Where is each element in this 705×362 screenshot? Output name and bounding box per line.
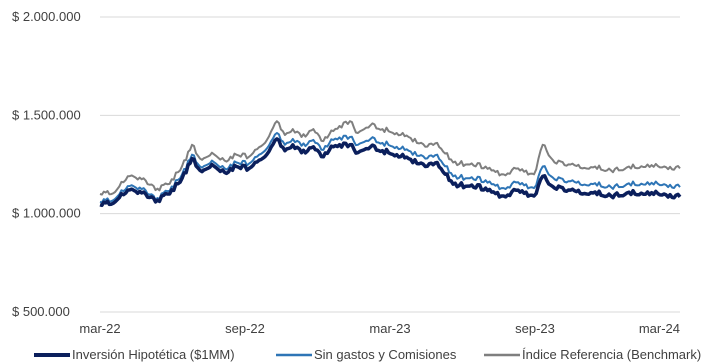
x-axis: mar-22 sep-22 mar-23 sep-23 mar-24	[79, 321, 680, 336]
series-lines	[99, 120, 682, 208]
y-tick-label: $ 1.500.000	[12, 107, 81, 122]
y-axis: $ 500.000 $ 1.000.000 $ 1.500.000 $ 2.000.0…	[12, 9, 81, 319]
gridlines	[100, 16, 680, 313]
y-tick-label: $ 2.000.000	[12, 9, 81, 24]
x-tick-label: mar-22	[79, 321, 120, 336]
x-tick-label: sep-22	[225, 321, 265, 336]
y-tick-label: $ 1.000.000	[12, 206, 81, 221]
legend-label: Índice Referencia (Benchmark)	[522, 347, 701, 362]
x-tick-label: sep-23	[515, 321, 555, 336]
y-tick-label: $ 500.000	[12, 304, 70, 319]
x-tick-label: mar-24	[639, 321, 680, 336]
legend-label: Sin gastos y Comisiones	[314, 347, 457, 362]
series-line-0	[99, 137, 682, 208]
series-line-2	[99, 120, 681, 196]
legend: Inversión Hipotética ($1MM) Sin gastos y …	[34, 347, 701, 362]
legend-label: Inversión Hipotética ($1MM)	[72, 347, 235, 362]
x-tick-label: mar-23	[369, 321, 410, 336]
